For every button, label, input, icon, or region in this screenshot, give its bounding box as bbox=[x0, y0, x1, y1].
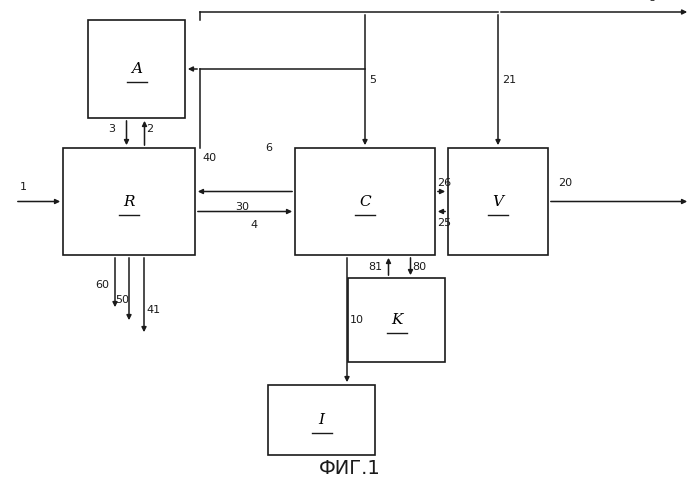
Text: 4: 4 bbox=[250, 220, 257, 231]
Bar bbox=[448, 148, 548, 255]
Bar bbox=[295, 148, 435, 255]
Text: 8: 8 bbox=[648, 0, 655, 3]
Bar bbox=[88, 20, 185, 118]
Text: 81: 81 bbox=[368, 261, 382, 272]
Text: 5: 5 bbox=[369, 75, 376, 85]
Text: 10: 10 bbox=[350, 315, 364, 325]
Text: 1: 1 bbox=[20, 182, 27, 192]
Text: 80: 80 bbox=[412, 261, 426, 272]
Text: 6: 6 bbox=[265, 143, 272, 153]
Text: K: K bbox=[391, 313, 402, 327]
Text: I: I bbox=[319, 413, 324, 427]
Text: 26: 26 bbox=[437, 178, 451, 188]
Text: R: R bbox=[123, 195, 135, 209]
Text: ФИГ.1: ФИГ.1 bbox=[319, 458, 380, 478]
Text: 2: 2 bbox=[147, 124, 154, 134]
Bar bbox=[63, 148, 195, 255]
Text: C: C bbox=[359, 195, 370, 209]
Text: 50: 50 bbox=[115, 295, 129, 305]
Text: 21: 21 bbox=[502, 75, 516, 85]
Text: 30: 30 bbox=[235, 202, 249, 211]
Text: V: V bbox=[493, 195, 503, 209]
Bar bbox=[268, 385, 375, 455]
Text: 3: 3 bbox=[108, 124, 115, 134]
Text: 40: 40 bbox=[202, 153, 216, 163]
Text: A: A bbox=[131, 62, 142, 76]
Bar bbox=[348, 278, 445, 362]
Text: 20: 20 bbox=[558, 178, 572, 188]
Text: 60: 60 bbox=[95, 280, 109, 290]
Text: 41: 41 bbox=[146, 305, 160, 315]
Text: 25: 25 bbox=[437, 218, 451, 228]
